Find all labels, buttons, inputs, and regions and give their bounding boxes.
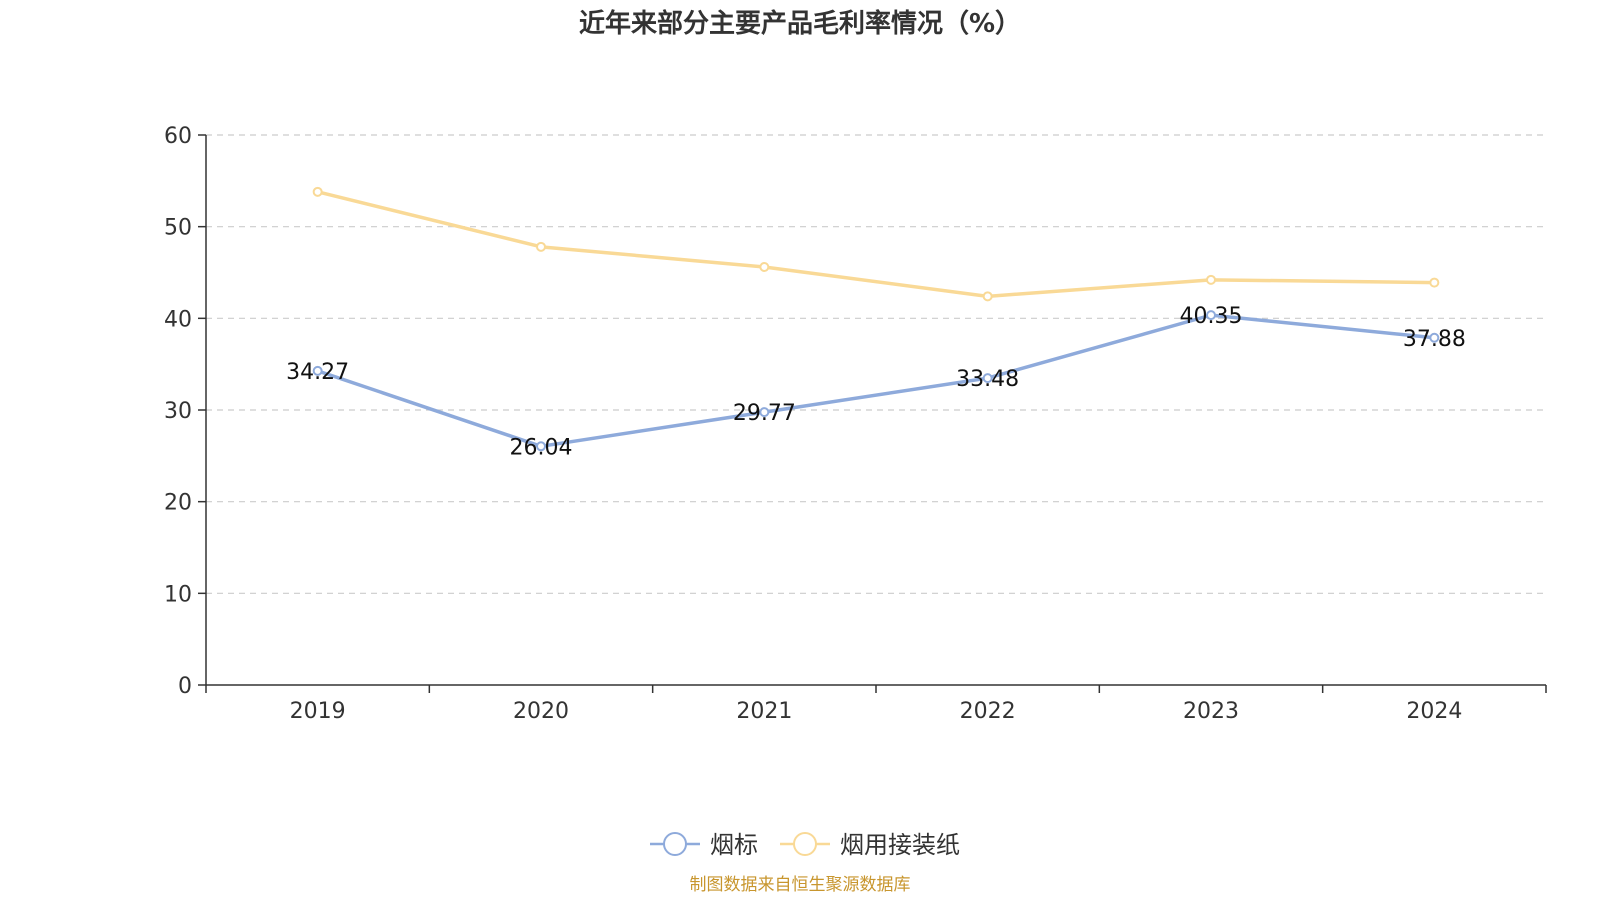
data-label: 34.27	[286, 360, 349, 385]
data-point	[1429, 277, 1440, 288]
data-label: 26.04	[510, 435, 573, 460]
y-tick-label: 10	[164, 582, 192, 607]
series	[312, 186, 1440, 452]
data-label: 29.77	[733, 401, 796, 426]
series-line-1	[315, 313, 1437, 449]
x-tick-label: 2023	[1183, 699, 1239, 724]
y-tick-label: 60	[164, 124, 192, 149]
x-tick-label: 2020	[513, 699, 569, 724]
axes: 0 10 20 30 40 50 60 2019 2020 2021 2022 2023 2024	[164, 124, 1547, 724]
data-point	[982, 373, 993, 384]
legend-marker-1	[663, 832, 687, 856]
data-point	[759, 262, 770, 272]
data-point	[982, 291, 993, 302]
x-tick-label: 2024	[1406, 699, 1462, 724]
data-point	[312, 365, 323, 376]
data-label: 33.48	[956, 367, 1019, 392]
data-label: 37.88	[1403, 327, 1466, 352]
legend: 烟标 烟用接装纸	[650, 831, 960, 859]
y-tick-label: 50	[164, 216, 192, 241]
data-point	[1206, 310, 1216, 321]
y-tick-label: 40	[164, 307, 192, 332]
series-line-2	[315, 190, 1437, 299]
data-point	[1206, 274, 1216, 285]
y-tick-label: 20	[164, 491, 192, 516]
data-point	[536, 241, 546, 252]
gridlines	[206, 134, 1546, 594]
legend-marker-2	[793, 832, 817, 856]
chart-title: 近年来部分主要产品毛利率情况（%）	[579, 8, 1021, 39]
data-point	[536, 441, 546, 452]
data-point	[312, 186, 323, 197]
data-point	[1429, 332, 1440, 343]
data-label: 40.35	[1180, 304, 1243, 329]
legend-label-2: 烟用接装纸	[840, 831, 960, 859]
legend-label-1: 烟标	[710, 831, 758, 859]
x-tick-label: 2021	[736, 699, 792, 724]
data-point	[759, 407, 770, 418]
y-tick-label: 30	[164, 399, 192, 424]
x-tick-label: 2019	[290, 699, 346, 724]
x-tick-label: 2022	[960, 699, 1016, 724]
source-note: 制图数据来自恒生聚源数据库	[690, 875, 911, 895]
y-tick-label: 0	[178, 674, 192, 699]
data-labels: 34.27 26.04 29.77 33.48 40.35 37.88	[286, 304, 1466, 460]
